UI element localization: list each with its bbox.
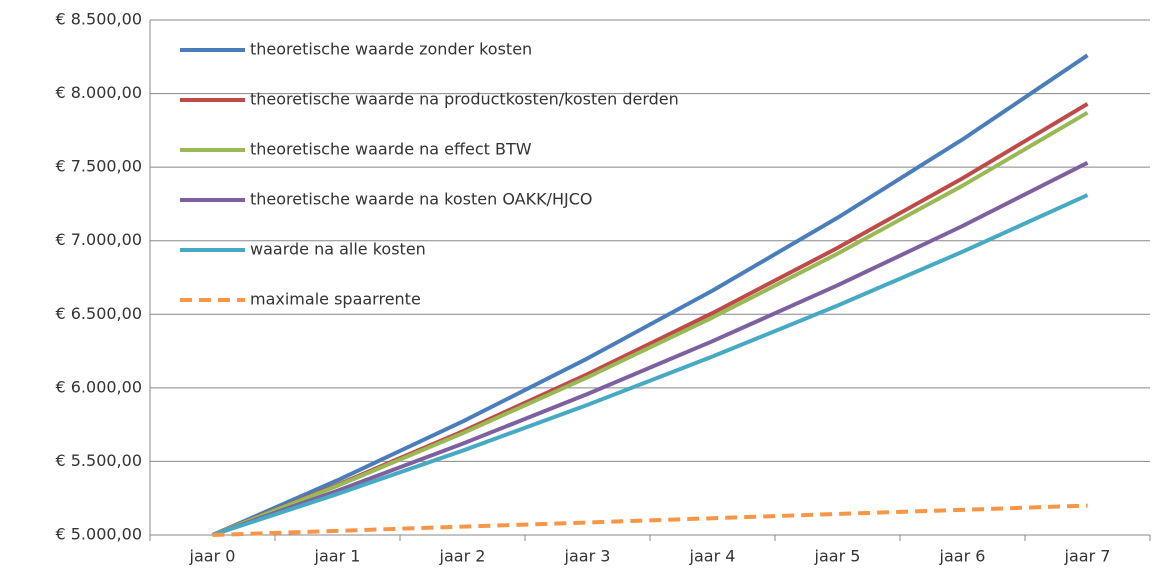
legend-label: theoretische waarde na effect BTW [250, 140, 532, 159]
x-tick-label: jaar 5 [814, 547, 861, 566]
y-tick-label: € 8.000,00 [55, 83, 142, 102]
y-tick-label: € 6.000,00 [55, 377, 142, 396]
x-tick-label: jaar 1 [314, 547, 361, 566]
x-tick-label: jaar 7 [1064, 547, 1111, 566]
y-tick-label: € 8.500,00 [55, 10, 142, 29]
series-line [211, 53, 1089, 537]
y-tick-label: € 7.500,00 [55, 157, 142, 176]
x-tick-label: jaar 0 [189, 547, 236, 566]
y-tick-label: € 7.000,00 [55, 230, 142, 249]
y-tick-label: € 5.000,00 [55, 525, 142, 544]
legend-label: theoretische waarde na kosten OAKK/HJCO [250, 190, 592, 209]
x-tick-label: jaar 6 [939, 547, 986, 566]
series-line [211, 193, 1089, 537]
x-tick-label: jaar 2 [439, 547, 486, 566]
series-line [211, 160, 1089, 537]
legend-label: theoretische waarde na productkosten/kos… [250, 90, 679, 109]
y-tick-label: € 5.500,00 [55, 451, 142, 470]
x-tick-label: jaar 4 [689, 547, 736, 566]
series-line [211, 110, 1089, 537]
legend-label: waarde na alle kosten [250, 240, 426, 259]
y-tick-label: € 6.500,00 [55, 304, 142, 323]
series-line [212, 503, 1088, 537]
x-tick-label: jaar 3 [564, 547, 611, 566]
legend-label: theoretische waarde zonder kosten [250, 40, 532, 59]
legend-label: maximale spaarrente [250, 290, 421, 309]
series-line [211, 102, 1089, 537]
